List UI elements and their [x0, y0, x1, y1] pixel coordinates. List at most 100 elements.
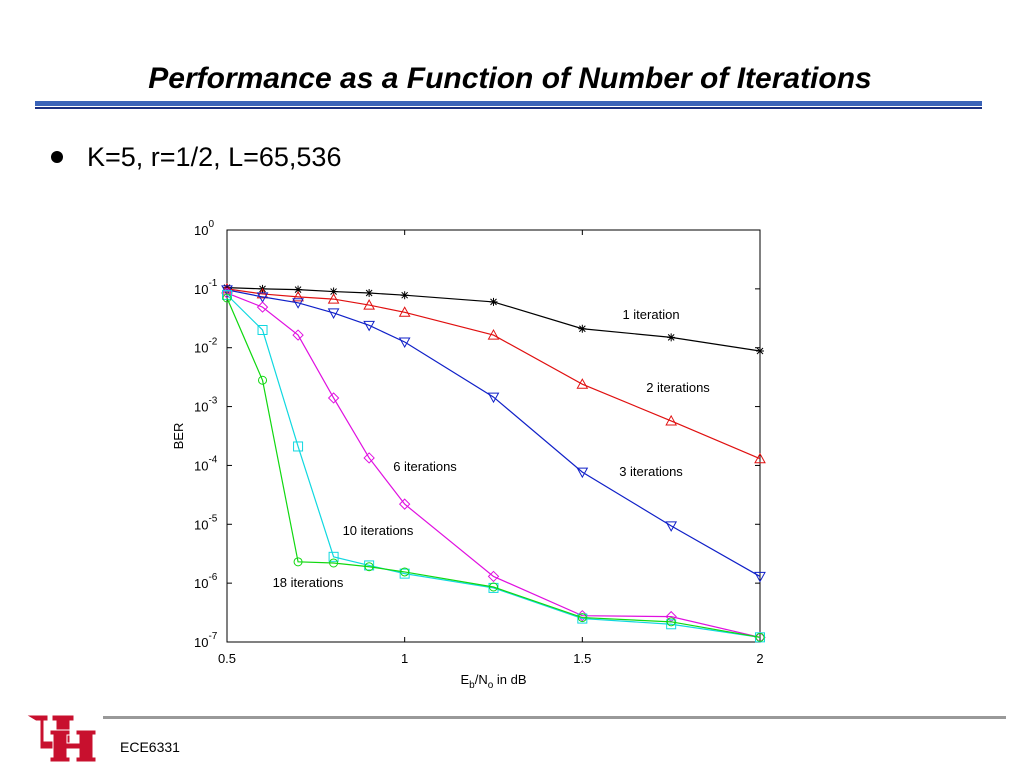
x-tick-label: 2 — [756, 651, 763, 666]
marker — [293, 557, 303, 567]
marker — [363, 299, 375, 310]
y-tick-exponent: -1 — [208, 278, 217, 289]
y-tick-exponent: -7 — [208, 631, 217, 642]
y-tick-exponent: -6 — [208, 572, 217, 583]
y-tick-base: 10 — [194, 458, 208, 473]
marker — [327, 293, 340, 304]
marker — [328, 551, 339, 562]
marker — [364, 562, 374, 572]
marker — [292, 329, 304, 341]
plot-frame — [226, 229, 761, 643]
marker — [294, 285, 303, 294]
y-tick-label: 10-5 — [194, 513, 218, 532]
uh-logo — [24, 714, 97, 763]
marker — [327, 308, 340, 319]
marker — [756, 346, 764, 355]
title-rule-thin — [35, 107, 982, 109]
x-axis-label: Eb/No in dB — [460, 672, 526, 691]
marker — [257, 324, 268, 335]
y-tick-label: 10-3 — [194, 396, 218, 415]
series-line — [226, 292, 761, 638]
y-tick-exponent: -5 — [208, 513, 217, 524]
x-label-sub: b — [469, 680, 475, 691]
marker — [327, 392, 340, 404]
y-tick-base: 10 — [194, 341, 208, 356]
marker — [222, 293, 232, 303]
marker — [577, 613, 588, 624]
marker — [258, 375, 268, 385]
marker — [363, 320, 375, 332]
marker — [292, 298, 304, 309]
title-rule — [35, 101, 982, 106]
footer-rule — [103, 716, 1006, 719]
marker — [665, 521, 678, 532]
marker — [487, 570, 500, 583]
marker — [400, 567, 410, 577]
marker — [487, 392, 500, 404]
marker — [364, 560, 375, 571]
x-label-sub: o — [488, 680, 494, 691]
series-label: 2 iterations — [646, 380, 710, 395]
series-line — [226, 288, 761, 460]
marker — [398, 498, 411, 510]
marker — [329, 287, 338, 296]
marker — [577, 613, 587, 623]
y-tick-exponent: -4 — [208, 454, 217, 465]
marker — [293, 441, 304, 452]
slide-title: Performance as a Function of Number of I… — [148, 62, 871, 95]
marker — [363, 452, 375, 464]
series-label: 10 iterations — [343, 523, 414, 538]
marker — [489, 297, 498, 306]
marker — [256, 287, 269, 299]
marker — [398, 337, 411, 349]
x-label-part: in dB — [493, 672, 526, 687]
marker — [256, 292, 269, 303]
series-line — [226, 287, 761, 352]
marker — [578, 324, 587, 333]
y-tick-base: 10 — [194, 635, 208, 650]
y-tick-exponent: -3 — [208, 396, 217, 407]
y-tick-label: 10-6 — [194, 572, 218, 591]
y-tick-label: 10-1 — [194, 278, 218, 297]
marker — [489, 582, 498, 592]
y-tick-label: 100 — [194, 219, 214, 238]
y-tick-base: 10 — [194, 400, 208, 415]
series-label: 18 iterations — [273, 575, 344, 590]
x-tick-label: 0.5 — [218, 651, 236, 666]
footer-course: ECE6331 — [120, 739, 180, 755]
marker — [329, 558, 339, 568]
series-line — [226, 289, 761, 577]
x-tick-label: 1.5 — [573, 651, 591, 666]
marker — [666, 619, 677, 630]
marker — [487, 329, 500, 340]
series-label: 3 iterations — [619, 464, 683, 479]
series-label: 1 iteration — [622, 307, 679, 322]
marker — [576, 467, 589, 479]
marker — [754, 571, 766, 583]
marker — [399, 568, 410, 579]
marker — [398, 306, 411, 317]
y-tick-label: 10-2 — [194, 337, 218, 356]
bullet-dot — [51, 151, 63, 163]
marker — [667, 333, 676, 342]
x-label-part: /N — [475, 672, 488, 687]
marker — [400, 291, 409, 300]
x-tick-label: 1 — [401, 651, 408, 666]
marker — [221, 282, 233, 294]
marker — [256, 301, 269, 313]
marker — [666, 617, 676, 627]
marker — [665, 414, 678, 426]
y-tick-label: 10-7 — [194, 631, 218, 650]
marker — [365, 289, 374, 298]
y-tick-exponent: 0 — [208, 219, 214, 230]
y-tick-base: 10 — [194, 282, 208, 297]
y-axis-label: BER — [171, 423, 186, 450]
y-tick-label: 10-4 — [194, 454, 218, 473]
y-tick-exponent: -2 — [208, 337, 217, 348]
marker — [755, 632, 765, 642]
series-label: 6 iterations — [393, 459, 457, 474]
series-line — [226, 297, 761, 638]
marker — [754, 452, 766, 464]
